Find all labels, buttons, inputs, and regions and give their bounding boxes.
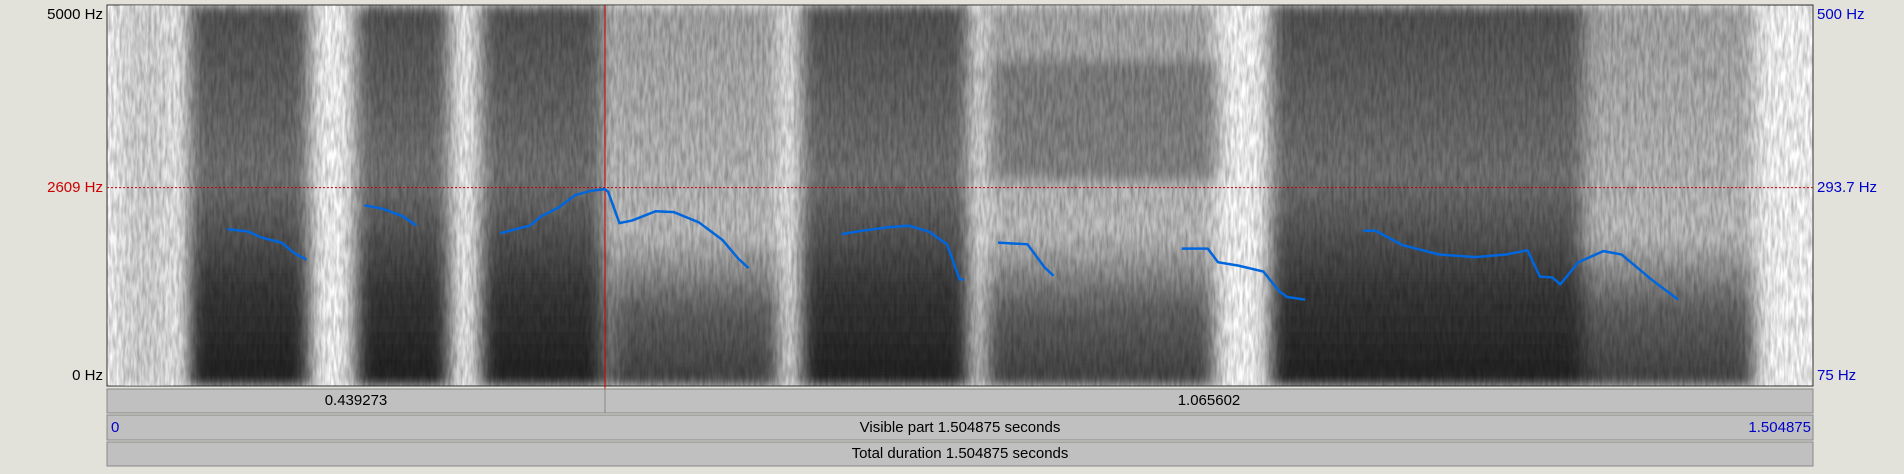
selection-part[interactable] — [106, 388, 606, 414]
total-duration-text: Total duration 1.504875 seconds — [852, 445, 1069, 462]
selection-duration: 0.439273 — [325, 392, 388, 409]
visible-part-text: Visible part 1.504875 seconds — [860, 419, 1061, 436]
visible-end: 1.504875 — [1748, 419, 1811, 436]
pitch-cursor-label: 293.7 Hz — [1817, 179, 1877, 196]
pitch-tick-label: 75 Hz — [1817, 367, 1856, 384]
pitch-tick-label: 500 Hz — [1817, 6, 1865, 23]
pitch-contour — [997, 241, 1055, 277]
pitch-contour — [227, 227, 308, 261]
pitch-contour — [1363, 229, 1679, 301]
visible-part-bar[interactable] — [106, 414, 1814, 441]
frequency-tick-label: 0 Hz — [72, 367, 103, 384]
pitch-contour — [364, 204, 418, 227]
pitch-contour — [841, 224, 964, 281]
frequency-tick-label: 5000 Hz — [47, 6, 103, 23]
frequency-cursor-label: 2609 Hz — [47, 179, 103, 196]
total-duration-bar[interactable] — [106, 441, 1814, 467]
selection-part[interactable] — [604, 388, 1814, 414]
spectrogram — [107, 5, 1813, 386]
pitch-contour — [500, 187, 750, 270]
selection-duration: 1.065602 — [1178, 392, 1241, 409]
pitch-contour — [1181, 247, 1306, 301]
visible-start: 0 — [111, 419, 119, 436]
